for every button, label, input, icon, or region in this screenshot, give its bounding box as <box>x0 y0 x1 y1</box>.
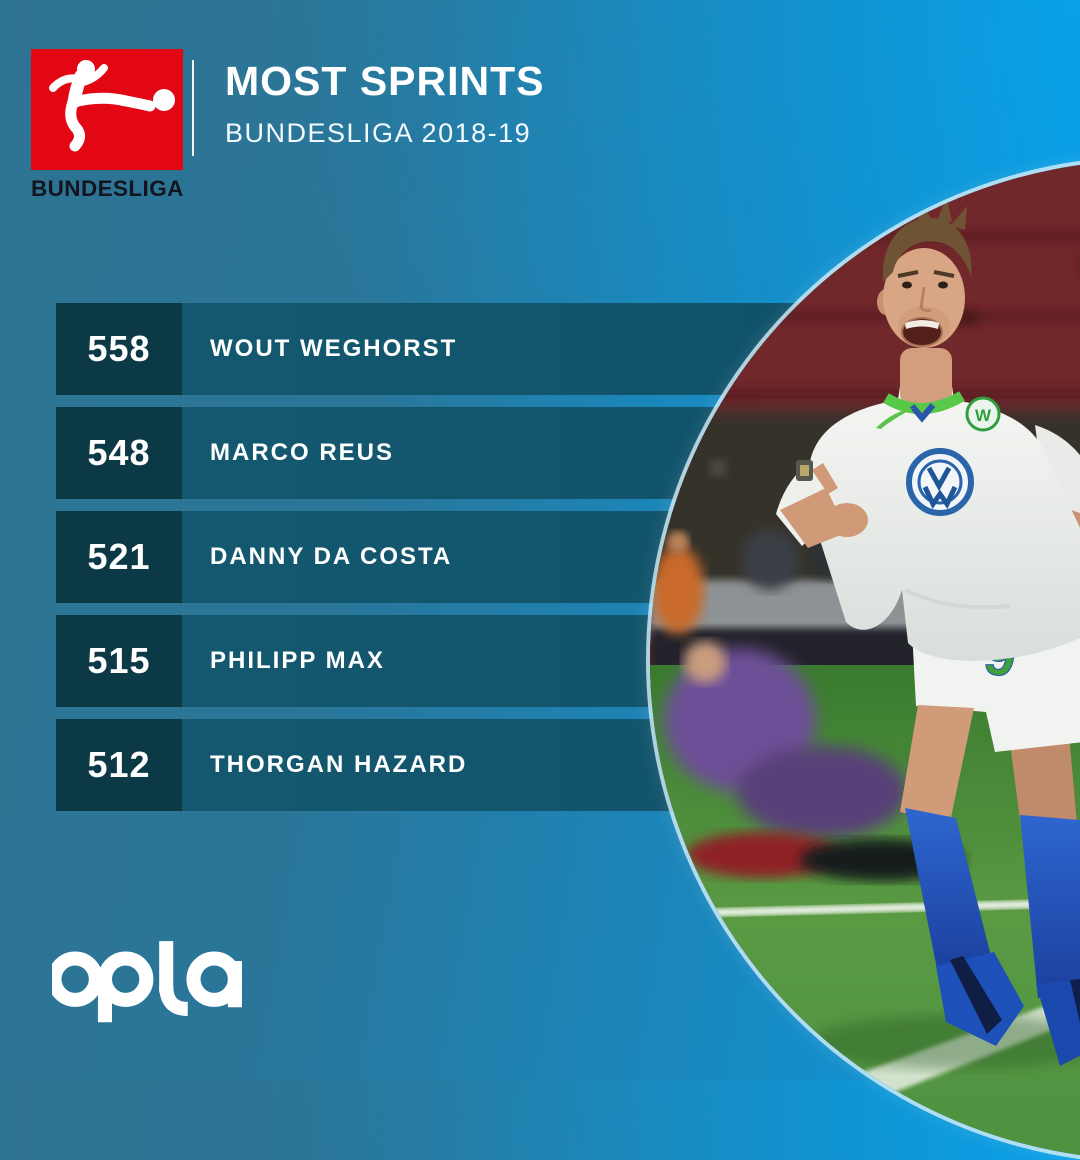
pitch-line <box>650 898 1080 919</box>
player-name: MARCO REUS <box>210 439 395 466</box>
collar <box>883 391 965 414</box>
opta-logo <box>47 936 244 1029</box>
page-subtitle: BUNDESLIGA 2018-19 <box>225 118 532 148</box>
player-name: DANNY DA COSTA <box>210 543 453 570</box>
bundesliga-wordmark: BUNDESLIGA <box>31 176 184 201</box>
sprint-count: 521 <box>56 511 182 603</box>
pointing-hand <box>826 503 868 537</box>
player-name: THORGAN HAZARD <box>210 751 468 778</box>
page-title: MOST SPRINTS <box>225 58 545 104</box>
sprint-count: 515 <box>56 615 182 707</box>
vw-logo <box>906 448 974 516</box>
hair <box>882 218 972 282</box>
swoosh-icon <box>876 408 914 429</box>
club-badge: W <box>965 396 1001 432</box>
player-name: WOUT WEGHORST <box>210 335 458 362</box>
ball-icon <box>153 89 175 111</box>
sprint-count: 548 <box>56 407 182 499</box>
sprint-count: 512 <box>56 719 182 811</box>
player-name: PHILIPP MAX <box>210 647 385 674</box>
boot <box>1036 979 1080 1066</box>
opta-wordmark-icon <box>47 941 242 1023</box>
badge-letter: W <box>975 406 992 425</box>
header-divider <box>192 60 194 156</box>
bundesliga-kicker-icon <box>49 60 175 152</box>
player-figure: 9 <box>776 198 1080 1066</box>
sprint-count: 558 <box>56 303 182 395</box>
player-head <box>877 198 972 348</box>
fallen-player-blur <box>686 832 838 878</box>
bundesliga-logo <box>31 49 183 170</box>
background-figures <box>652 526 1080 1069</box>
jersey <box>810 372 1080 661</box>
